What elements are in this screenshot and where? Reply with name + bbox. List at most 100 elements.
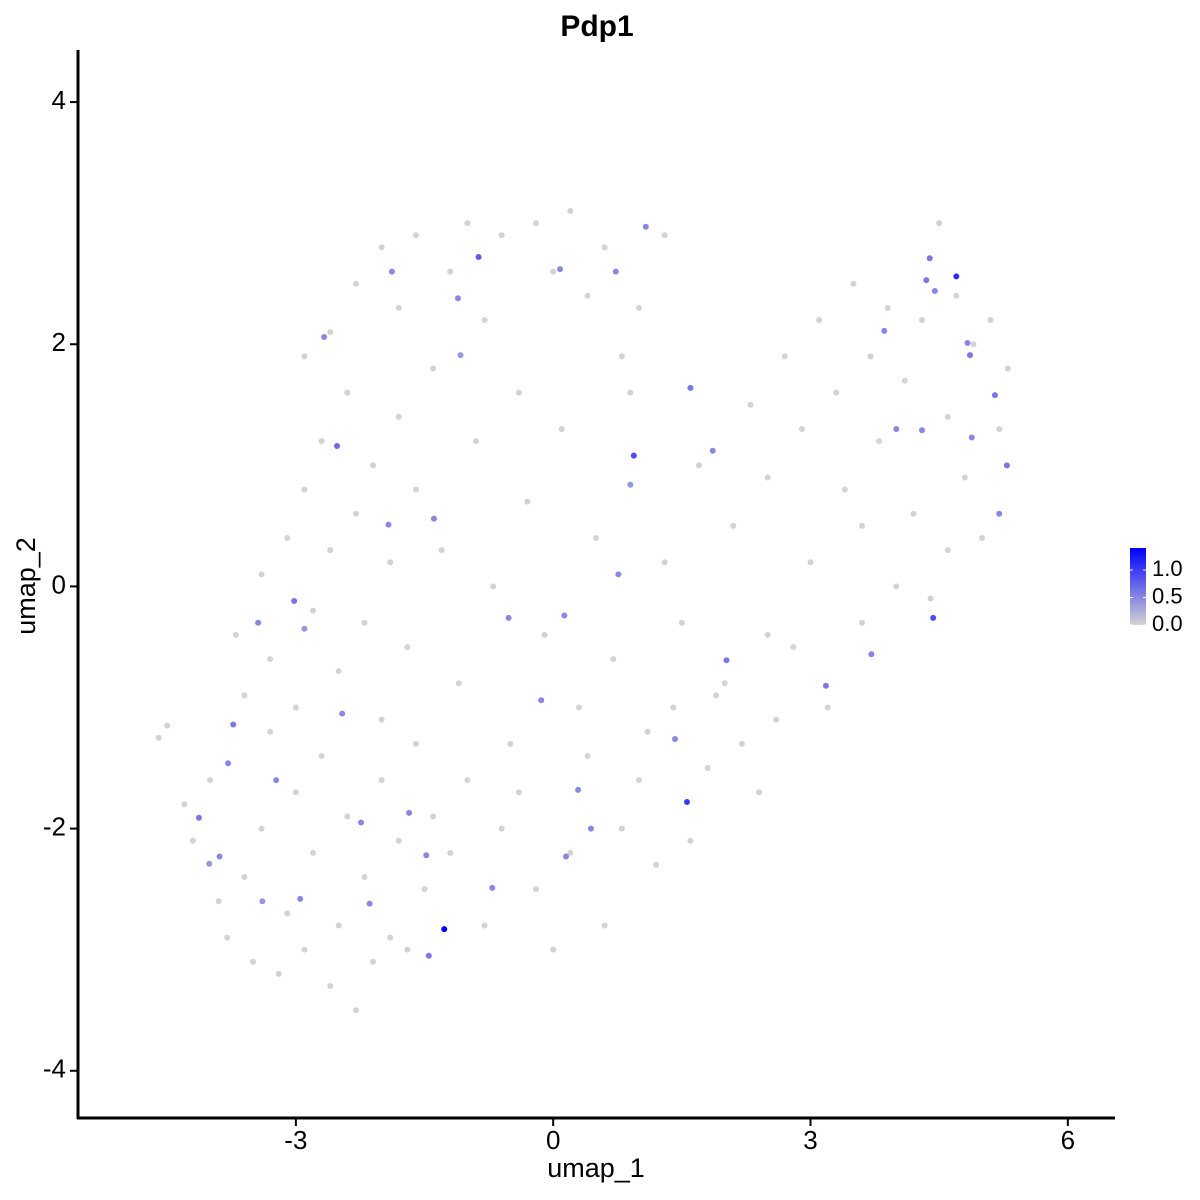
cell-point: [713, 692, 720, 699]
cell-point: [344, 813, 351, 820]
cell-point: [919, 427, 926, 434]
x-axis-label: umap_1: [547, 1153, 645, 1183]
cell-point: [961, 474, 968, 481]
cell-point: [695, 462, 702, 469]
cell-point: [352, 280, 359, 287]
cell-point: [798, 426, 805, 433]
cell-point: [1004, 365, 1011, 372]
cell-point: [334, 442, 341, 449]
cell-point: [919, 317, 926, 324]
cell-point: [327, 329, 334, 336]
cell-point: [642, 223, 649, 230]
cell-point: [301, 353, 308, 360]
cell-point: [550, 268, 557, 275]
cell-point: [967, 352, 974, 359]
cell-point: [615, 571, 622, 578]
cell-point: [378, 244, 385, 251]
cell-point: [661, 232, 668, 239]
cell-point: [936, 220, 943, 227]
cell-point: [953, 292, 960, 299]
cell-point: [498, 825, 505, 832]
cell-point: [321, 333, 328, 340]
cell-point: [587, 825, 594, 832]
cell-point: [225, 760, 232, 767]
cell-point: [618, 825, 625, 832]
cell-point: [561, 612, 568, 619]
cell-point: [923, 277, 930, 284]
cell-point: [575, 704, 582, 711]
cell-point: [412, 740, 419, 747]
cell-point: [931, 287, 938, 294]
cell-point: [447, 268, 454, 275]
cell-point: [764, 631, 771, 638]
cell-point: [738, 740, 745, 747]
cell-point: [790, 643, 797, 650]
cell-point: [224, 934, 231, 941]
cell-point: [567, 208, 574, 215]
cell-point: [292, 704, 299, 711]
chart-title: Pdp1: [560, 10, 633, 43]
x-tick-label: 3: [803, 1125, 817, 1155]
cell-point: [627, 481, 634, 488]
cell-point: [387, 559, 394, 566]
x-tick-label: 6: [1061, 1125, 1075, 1155]
cell-point: [267, 728, 274, 735]
cell-point: [756, 789, 763, 796]
cell-point: [507, 740, 514, 747]
cell-point: [297, 895, 304, 902]
cell-point: [395, 413, 402, 420]
cell-point: [232, 631, 239, 638]
y-tick-label: 2: [52, 327, 66, 357]
cell-point: [996, 426, 1003, 433]
cell-point: [481, 317, 488, 324]
colorbar-label: 0.0: [1152, 611, 1183, 636]
cell-point: [258, 571, 265, 578]
cell-point: [412, 486, 419, 493]
cell-point: [215, 898, 222, 905]
cell-point: [490, 583, 497, 590]
cell-point: [352, 1007, 359, 1014]
cell-point: [671, 735, 678, 742]
cell-point: [601, 244, 608, 251]
cell-point: [964, 340, 971, 347]
colorbar-label: 1.0: [1152, 556, 1183, 581]
cell-point: [189, 837, 196, 844]
cell-point: [953, 273, 960, 280]
y-tick-label: -2: [43, 811, 66, 841]
cell-point: [464, 777, 471, 784]
cell-point: [457, 352, 464, 359]
cell-point: [630, 452, 637, 459]
cell-point: [481, 922, 488, 929]
cell-point: [423, 852, 430, 859]
cell-point: [893, 583, 900, 590]
cell-point: [395, 837, 402, 844]
cell-point: [876, 438, 883, 445]
cell-point: [910, 510, 917, 517]
cell-point: [385, 521, 392, 528]
cell-point: [635, 777, 642, 784]
cell-point: [557, 266, 564, 273]
cell-point: [515, 389, 522, 396]
cell-point: [230, 721, 237, 728]
cell-point: [515, 789, 522, 796]
cell-point: [505, 614, 512, 621]
cell-point: [370, 958, 377, 965]
cell-point: [284, 534, 291, 541]
cell-point: [822, 682, 829, 689]
cell-point: [968, 434, 975, 441]
cell-point: [258, 825, 265, 832]
cell-point: [273, 777, 280, 784]
cell-point: [612, 268, 619, 275]
cell-point: [644, 728, 651, 735]
cell-point: [850, 280, 857, 287]
y-tick-label: 0: [52, 569, 66, 599]
cell-point: [868, 651, 875, 658]
cell-point: [310, 607, 317, 614]
x-tick-label: -3: [284, 1125, 307, 1155]
cell-point: [301, 946, 308, 953]
cell-point: [944, 547, 951, 554]
cell-point: [301, 625, 308, 632]
cell-point: [327, 547, 334, 554]
cell-point: [421, 886, 428, 893]
